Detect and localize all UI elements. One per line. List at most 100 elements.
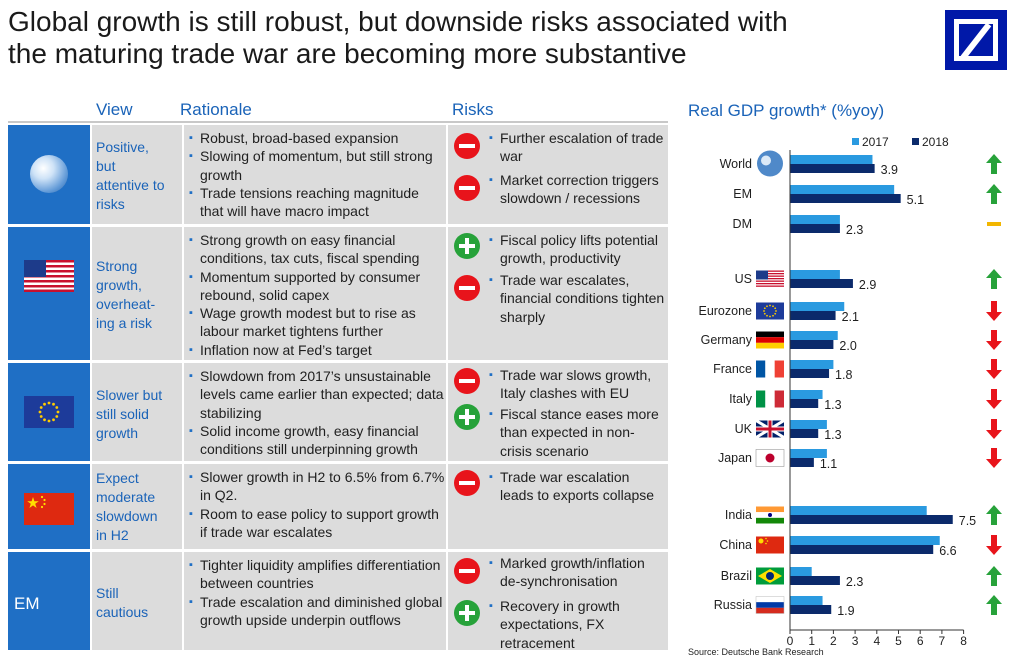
em-label: EM [14,594,40,613]
arrow-down-icon [986,535,1002,555]
minus-risk-icon [454,470,480,496]
view-text: Strong growth, overheat-ing a risk [96,258,156,331]
category-label-brazil: Brazil [721,569,752,583]
rationale-list: Slower growth in H2 to 6.5% from 6.7% in… [188,468,446,541]
bar-2018-germany [790,340,834,349]
view-cell: Expect moderate slowdown in H2 [92,464,182,549]
x-tick-label: 1 [808,634,815,645]
bar-2018-france [790,369,830,378]
bar-2017-eurozone [790,302,845,311]
row-icon-cell [8,125,90,224]
deutsche-bank-logo [945,10,1007,70]
rationale-item: Slower growth in H2 to 6.5% from 6.7% in… [188,468,446,505]
brazil-flag-icon [756,567,784,585]
china-flag-icon [756,536,784,554]
header-rationale: Rationale [180,100,252,119]
risk-item: Trade war escalates, financial condition… [488,271,666,326]
risks-cell: Fiscal policy lifts potential growth, pr… [448,227,668,360]
rationale-list: Strong growth on easy financial conditio… [188,231,446,359]
plus-risk-icon [454,233,480,259]
legend-swatch-2018 [912,138,919,145]
rationale-list: Slowdown from 2017’s unsustainable level… [188,367,446,458]
risks-cell: Further escalation of trade war Market c… [448,125,668,224]
bar-2017-china [790,536,940,545]
data-label-china: 6.6 [939,544,956,558]
bar-2018-russia [790,605,832,614]
risks-cell: Trade war slows growth, Italy clashes wi… [448,363,668,461]
bar-2018-eurozone [790,311,836,320]
x-tick-label: 5 [895,634,902,645]
rationale-item: Solid income growth, easy financial cond… [188,422,446,459]
arrow-down-icon [986,301,1002,321]
x-tick-label: 2 [830,634,837,645]
bar-2017-brazil [790,567,812,576]
rationale-cell: Tighter liquidity amplifies differentiat… [184,552,446,650]
rationale-item: Slowing of momentum, but still strong gr… [188,147,446,184]
bar-2018-japan [790,458,814,467]
header-view: View [96,100,133,119]
data-label-em: 5.1 [907,193,924,207]
x-tick-label: 4 [873,634,880,645]
row-icon-cell [8,363,90,461]
bar-2017-france [790,360,834,369]
category-label-russia: Russia [714,598,752,612]
risk-item: Marked growth/inflation de-synchronisati… [488,554,666,591]
bar-2017-japan [790,449,827,458]
bar-2017-uk [790,420,827,429]
bar-2017-india [790,506,927,515]
rationale-cell: Slowdown from 2017’s unsustainable level… [184,363,446,461]
russia-flag-icon [755,596,785,614]
plus-risk-icon [454,404,480,430]
italy-flag-icon [756,390,784,408]
rationale-item: Room to ease policy to support growth if… [188,505,446,542]
category-label-em: EM [733,187,752,201]
flat-dash-icon [987,222,1001,226]
category-label-uk: UK [735,422,753,436]
bar-2018-italy [790,399,819,408]
germany-flag-icon [756,331,784,349]
category-label-france: France [713,362,752,376]
title-line-1: Global growth is still robust, but downs… [8,6,788,37]
risk-item: Recovery in growth expectations, FX retr… [488,597,666,652]
rationale-item: Momentum supported by consumer rebound, … [188,268,446,305]
bar-2018-dm [790,224,840,233]
risks-cell: Marked growth/inflation de-synchronisati… [448,552,668,652]
bar-2017-russia [790,596,823,605]
category-label-italy: Italy [729,392,753,406]
header-divider [8,121,668,123]
arrow-up-icon [986,269,1002,289]
view-text: Still cautious [96,585,149,620]
globe-icon [30,155,68,193]
plus-risk-icon [454,600,480,626]
risk-item: Market correction triggers slowdown / re… [488,171,666,208]
risk-item: Further escalation of trade war [488,129,666,166]
data-label-france: 1.8 [835,368,852,382]
arrow-down-icon [986,448,1002,468]
rationale-cell: Robust, broad-based expansion Slowing of… [184,125,446,224]
rationale-list: Robust, broad-based expansion Slowing of… [188,129,446,220]
view-text: Expect moderate slowdown in H2 [96,470,158,543]
rationale-item: Trade escalation and diminished global g… [188,593,446,630]
minus-risk-icon [454,133,480,159]
arrow-down-icon [986,359,1002,379]
rationale-item: Wage growth modest but to rise as labour… [188,304,446,341]
rationale-item: Trade tensions reaching magnitude that w… [188,184,446,221]
bar-2018-world [790,164,875,173]
view-text: Positive, but attentive to risks [96,139,165,212]
data-label-dm: 2.3 [846,223,863,237]
china-flag-icon [24,493,74,525]
rationale-item: Slowdown from 2017’s unsustainable level… [188,367,446,422]
legend-label-2017: 2017 [862,135,889,149]
data-label-uk: 1.3 [824,428,841,442]
header-risks: Risks [452,100,494,119]
category-label-india: India [725,508,752,522]
data-label-brazil: 2.3 [846,575,863,589]
bar-2018-us [790,279,853,288]
uk-flag-icon [755,419,785,439]
arrow-down-icon [986,330,1002,350]
risk-item: Trade war escalation leads to exports co… [488,468,666,505]
